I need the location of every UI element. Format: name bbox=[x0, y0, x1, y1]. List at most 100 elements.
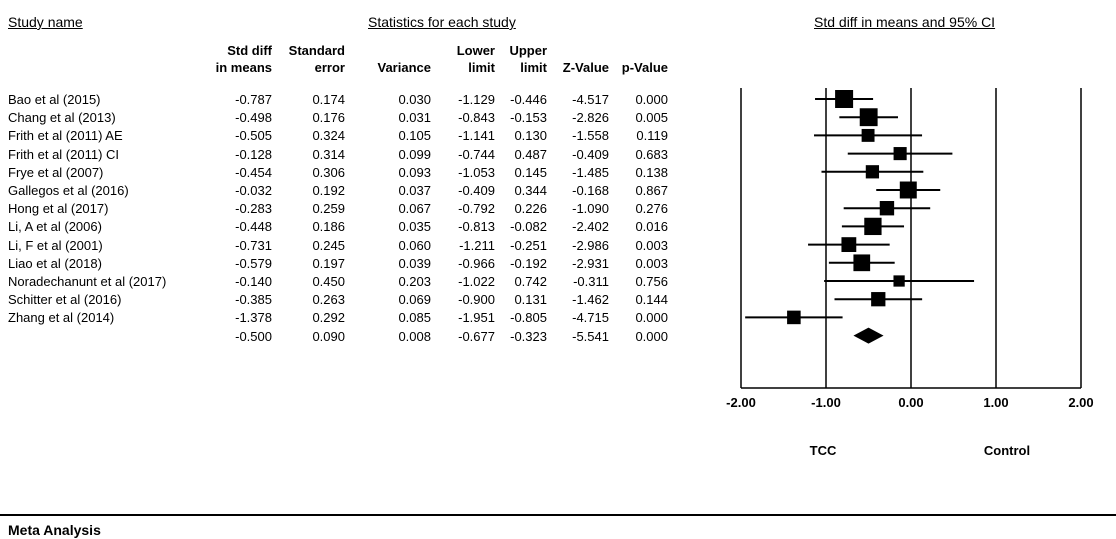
table-cell: -5.541 bbox=[572, 328, 609, 344]
column-header-line1: Std diff bbox=[227, 43, 272, 58]
effect-marker bbox=[893, 275, 905, 287]
study-name: Schitter et al (2016) bbox=[8, 292, 122, 308]
study-name: Chang et al (2013) bbox=[8, 110, 116, 126]
study-name: Bao et al (2015) bbox=[8, 92, 101, 107]
table-cell: 0.276 bbox=[635, 201, 668, 217]
effect-marker bbox=[871, 292, 886, 307]
effect-marker bbox=[835, 90, 854, 108]
table-cell: 0.203 bbox=[398, 274, 431, 289]
plot-header: Std diff in means and 95% CI bbox=[814, 14, 996, 30]
table-cell: -0.500 bbox=[235, 328, 272, 344]
table-cell: 0.144 bbox=[635, 292, 668, 308]
table-cell: -1.141 bbox=[458, 128, 495, 144]
table-cell: -1.558 bbox=[572, 128, 609, 144]
x-tick-label: 2.00 bbox=[1068, 395, 1093, 410]
table-cell: 0.119 bbox=[636, 128, 668, 144]
x-tick-label: -2.00 bbox=[726, 395, 756, 410]
table-cell: 0.756 bbox=[635, 274, 668, 289]
column-header-line1: Lower bbox=[456, 43, 495, 58]
table-cell: 0.131 bbox=[514, 292, 547, 308]
table-cell: 0.003 bbox=[635, 237, 668, 253]
table-cell: -0.454 bbox=[235, 164, 272, 180]
statistics-header: Statistics for each study bbox=[368, 14, 516, 30]
table-cell: -1.462 bbox=[572, 292, 609, 308]
table-cell: -1.378 bbox=[235, 310, 272, 326]
x-tick-label: -1.00 bbox=[811, 395, 841, 410]
table-cell: 0.186 bbox=[312, 219, 345, 235]
table-cell: 0.306 bbox=[312, 164, 345, 180]
table-cell: -0.251 bbox=[510, 237, 547, 253]
x-tick-label: 1.00 bbox=[983, 395, 1008, 410]
table-cell: -0.900 bbox=[458, 292, 495, 308]
table-cell: 0.130 bbox=[514, 128, 547, 144]
table-cell: 0.039 bbox=[398, 255, 431, 271]
study-name: Hong et al (2017) bbox=[8, 201, 109, 217]
table-cell: -0.843 bbox=[458, 110, 495, 126]
table-cell: -1.129 bbox=[458, 92, 495, 107]
effect-marker bbox=[864, 217, 882, 236]
study-name: Noradechanunt et al (2017) bbox=[8, 274, 167, 289]
table-cell: 0.069 bbox=[398, 292, 431, 308]
table-cell: -0.446 bbox=[510, 92, 547, 107]
bottom-rule bbox=[0, 514, 1116, 516]
x-tick-label: 0.00 bbox=[898, 395, 923, 410]
table-cell: -1.053 bbox=[458, 164, 495, 180]
table-cell: 0.005 bbox=[635, 110, 668, 126]
column-header: Variance bbox=[378, 42, 432, 76]
column-header: Lower limit bbox=[457, 42, 495, 76]
table-cell: -0.192 bbox=[510, 255, 547, 271]
table-cell: -2.826 bbox=[572, 110, 609, 126]
effect-marker bbox=[861, 128, 875, 142]
column-header: Std diff in means bbox=[216, 42, 272, 76]
table-cell: -1.090 bbox=[572, 201, 609, 217]
table-cell: -0.498 bbox=[235, 110, 272, 126]
effect-marker bbox=[865, 165, 880, 179]
table-cell: -1.951 bbox=[458, 310, 495, 326]
table-cell: -0.579 bbox=[235, 255, 272, 271]
column-header: Z-Value bbox=[563, 42, 609, 76]
table-cell: 0.487 bbox=[514, 146, 547, 162]
effect-marker bbox=[859, 108, 878, 127]
table-cell: 0.003 bbox=[635, 255, 668, 271]
table-cell: -0.032 bbox=[235, 183, 272, 198]
table-cell: -4.517 bbox=[572, 92, 609, 107]
study-name: Li, F et al (2001) bbox=[8, 237, 103, 253]
table-cell: -1.211 bbox=[459, 237, 495, 253]
column-header: Upper limit bbox=[509, 42, 547, 76]
table-cell: -0.168 bbox=[572, 183, 609, 198]
table-cell: 0.138 bbox=[635, 164, 668, 180]
table-cell: -0.813 bbox=[458, 219, 495, 235]
table-cell: 0.008 bbox=[398, 328, 431, 344]
favours-right-label: Control bbox=[984, 443, 1030, 458]
summary-diamond bbox=[853, 327, 884, 344]
table-cell: 0.016 bbox=[635, 219, 668, 235]
table-cell: 0.105 bbox=[398, 128, 431, 144]
table-cell: -2.931 bbox=[572, 255, 609, 271]
study-name: Li, A et al (2006) bbox=[8, 219, 102, 235]
effect-marker bbox=[841, 237, 857, 253]
table-cell: 0.292 bbox=[312, 310, 345, 326]
study-name: Frith et al (2011) AE bbox=[8, 128, 123, 144]
column-header-line2: in means bbox=[215, 60, 272, 75]
table-cell: 0.324 bbox=[312, 128, 345, 144]
table-cell: -0.505 bbox=[235, 128, 272, 144]
table-cell: -0.792 bbox=[458, 201, 495, 217]
table-cell: 0.067 bbox=[398, 201, 431, 217]
table-cell: -0.731 bbox=[235, 237, 272, 253]
table-cell: 0.245 bbox=[312, 237, 345, 253]
table-cell: -1.485 bbox=[572, 164, 609, 180]
table-cell: 0.192 bbox=[312, 183, 345, 198]
study-name: Frith et al (2011) CI bbox=[8, 146, 120, 162]
table-cell: 0.742 bbox=[514, 274, 547, 289]
table-cell: -2.986 bbox=[572, 237, 609, 253]
table-cell: -0.966 bbox=[458, 255, 495, 271]
table-cell: -1.022 bbox=[458, 274, 495, 289]
table-cell: -2.402 bbox=[572, 219, 609, 235]
table-cell: 0.037 bbox=[398, 183, 431, 198]
table-cell: -0.805 bbox=[510, 310, 547, 326]
table-cell: 0.344 bbox=[514, 183, 547, 198]
meta-analysis-title: Meta Analysis bbox=[8, 522, 101, 538]
table-cell: -0.677 bbox=[458, 328, 495, 344]
table-cell: -0.409 bbox=[572, 146, 609, 162]
